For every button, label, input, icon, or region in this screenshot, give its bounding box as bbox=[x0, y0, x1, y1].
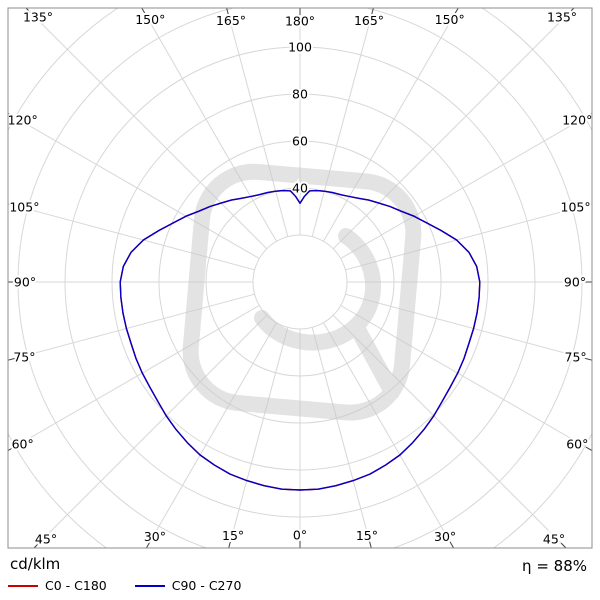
angle-label: 120° bbox=[562, 112, 592, 127]
angle-label: 45° bbox=[543, 531, 565, 546]
legend-entry-c0-c180: C0 - C180 bbox=[8, 578, 107, 593]
angle-label: 180° bbox=[285, 14, 315, 29]
series-line-swatch-c0-c180 bbox=[8, 584, 38, 587]
legend-entry-c90-c270: C90 - C270 bbox=[134, 578, 242, 593]
series-label-c90-c270: C90 - C270 bbox=[171, 578, 242, 593]
radial-labels: 40 60 80 100 bbox=[286, 38, 314, 198]
angle-ticks bbox=[7, 7, 593, 549]
angle-label: 105° bbox=[9, 200, 39, 215]
series-label-c0-c180: C0 - C180 bbox=[45, 578, 107, 593]
angle-label: 150° bbox=[135, 12, 165, 27]
angle-label: 75° bbox=[565, 349, 587, 364]
legend: cd/klm η = 88% C0 - C180 C90 - C270 bbox=[0, 552, 600, 600]
angle-label: 75° bbox=[13, 349, 35, 364]
angle-label: 60° bbox=[12, 437, 34, 452]
efficiency-value: η = 88% bbox=[522, 557, 587, 575]
angle-label: 60° bbox=[566, 437, 588, 452]
plot-border bbox=[7, 7, 593, 549]
angle-label: 150° bbox=[435, 12, 465, 27]
angle-label: 120° bbox=[8, 112, 38, 127]
radial-label: 80 bbox=[292, 87, 308, 102]
angle-label: 15° bbox=[356, 528, 378, 543]
angle-label: 105° bbox=[561, 200, 591, 215]
angle-label: 90° bbox=[564, 275, 586, 290]
radial-label: 40 bbox=[292, 181, 308, 196]
angle-label: 90° bbox=[14, 275, 36, 290]
angle-label: 0° bbox=[293, 528, 307, 543]
radial-label: 60 bbox=[292, 134, 308, 149]
series-line-swatch-c90-c270 bbox=[134, 584, 165, 587]
intensity-curve-c90-c270 bbox=[119, 189, 481, 491]
angle-label: 165° bbox=[216, 13, 246, 28]
polar-grid bbox=[8, 8, 592, 548]
angle-label: 30° bbox=[434, 529, 456, 544]
angle-label: 45° bbox=[35, 531, 57, 546]
polar-intensity-chart: 0° 15° 15° 30° 30° 45° 45° 60° 60° 75° 75° 90° 90° 10… bbox=[6, 7, 595, 549]
radial-label: 100 bbox=[288, 40, 312, 55]
watermark-logo bbox=[182, 163, 422, 421]
angle-label: 15° bbox=[222, 528, 244, 543]
units-label: cd/klm bbox=[10, 555, 61, 573]
angle-label: 165° bbox=[354, 13, 384, 28]
angle-label: 30° bbox=[144, 529, 166, 544]
angle-labels: 0° 15° 15° 30° 30° 45° 45° 60° 60° 75° 75° 90° 90° 10… bbox=[6, 8, 595, 549]
angle-label: 135° bbox=[547, 10, 577, 25]
legend-series-row: C0 - C180 C90 - C270 bbox=[8, 578, 269, 593]
angle-label: 135° bbox=[23, 10, 53, 25]
